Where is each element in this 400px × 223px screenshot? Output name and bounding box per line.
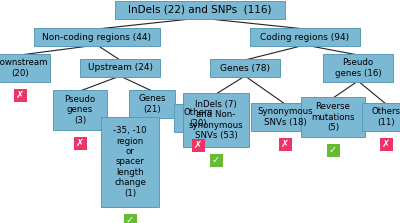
Text: InDels (22) and SNPs  (116): InDels (22) and SNPs (116) [128,5,272,15]
Text: Coding regions (94): Coding regions (94) [260,33,350,41]
Text: ✗: ✗ [382,139,390,149]
FancyBboxPatch shape [183,93,249,147]
Text: Others
(11): Others (11) [372,107,400,127]
Text: Genes (78): Genes (78) [220,64,270,72]
Text: ✗: ✗ [16,90,24,100]
FancyBboxPatch shape [362,103,400,131]
FancyBboxPatch shape [74,136,86,149]
Text: Pseudo
genes (16): Pseudo genes (16) [335,58,381,78]
FancyBboxPatch shape [380,138,392,151]
FancyBboxPatch shape [278,138,292,151]
FancyBboxPatch shape [34,28,160,46]
Text: ✗: ✗ [194,140,202,150]
FancyBboxPatch shape [251,103,319,131]
FancyBboxPatch shape [210,153,222,167]
FancyBboxPatch shape [124,213,136,223]
FancyBboxPatch shape [0,54,50,82]
Text: ✓: ✓ [329,145,337,155]
FancyBboxPatch shape [80,59,160,77]
Text: ✓: ✓ [212,155,220,165]
FancyBboxPatch shape [250,28,360,46]
Text: Others
(20): Others (20) [184,108,212,128]
Text: Non-coding regions (44): Non-coding regions (44) [42,33,152,41]
Text: Downstream
(20): Downstream (20) [0,58,47,78]
Text: Genes
(21): Genes (21) [138,94,166,114]
Text: InDels (7)
and Non-
synonymous
SNVs (53): InDels (7) and Non- synonymous SNVs (53) [189,100,243,140]
FancyBboxPatch shape [101,117,159,207]
FancyBboxPatch shape [192,138,204,151]
Text: -35, -10
region
or
spacer
length
change
(1): -35, -10 region or spacer length change … [113,126,147,198]
Text: Reverse
mutations
(5): Reverse mutations (5) [311,102,355,132]
FancyBboxPatch shape [210,59,280,77]
FancyBboxPatch shape [323,54,393,82]
FancyBboxPatch shape [301,97,365,137]
Text: ✗: ✗ [281,139,289,149]
FancyBboxPatch shape [14,89,26,101]
Text: ✓: ✓ [126,215,134,223]
FancyBboxPatch shape [53,90,107,130]
Text: Pseudo
genes
(3): Pseudo genes (3) [64,95,96,125]
FancyBboxPatch shape [174,104,222,132]
FancyBboxPatch shape [129,90,175,118]
Text: ✗: ✗ [76,138,84,148]
FancyBboxPatch shape [326,143,340,157]
Text: Upstream (24): Upstream (24) [88,64,152,72]
Text: Synonymous
SNVs (18): Synonymous SNVs (18) [257,107,313,127]
FancyBboxPatch shape [115,1,285,19]
